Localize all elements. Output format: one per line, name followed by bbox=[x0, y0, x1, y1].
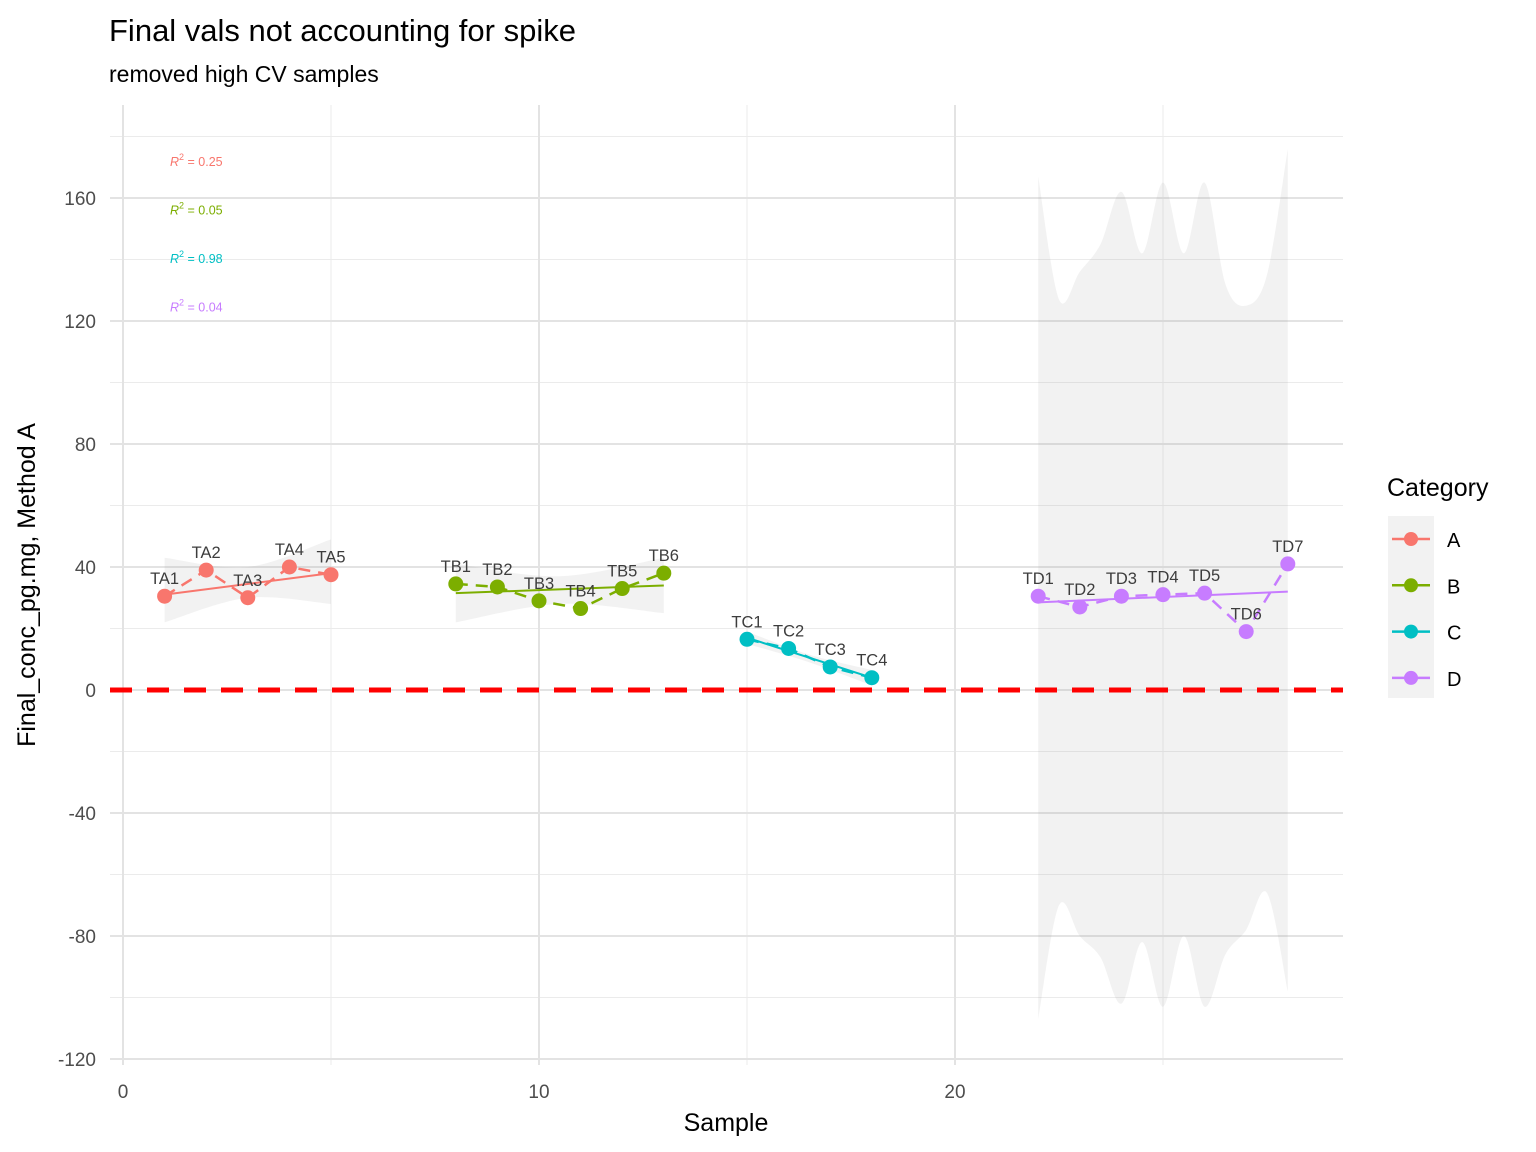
band-D bbox=[1038, 148, 1288, 1020]
point-label: TD2 bbox=[1064, 581, 1095, 599]
data-point bbox=[323, 567, 339, 583]
y-tick-label: -80 bbox=[69, 927, 96, 948]
data-point bbox=[656, 565, 672, 581]
point-label: TD4 bbox=[1147, 569, 1178, 587]
x-axis-label: Sample bbox=[684, 1109, 769, 1137]
point-label: TA3 bbox=[233, 572, 262, 590]
y-tick-label: 160 bbox=[64, 189, 96, 210]
grid-minor bbox=[110, 105, 1343, 1065]
chart-subtitle: removed high CV samples bbox=[109, 61, 379, 87]
x-tick-labels: 0 10 20 bbox=[118, 1082, 966, 1103]
data-point bbox=[198, 562, 214, 578]
y-tick-label: 120 bbox=[64, 312, 96, 333]
point-label: TC2 bbox=[773, 622, 804, 640]
data-point bbox=[1197, 585, 1213, 601]
data-point bbox=[1113, 588, 1129, 604]
point-label: TB5 bbox=[607, 563, 637, 581]
point-label: TC4 bbox=[856, 652, 887, 670]
point-label: TA1 bbox=[150, 570, 179, 588]
data-points bbox=[157, 556, 1296, 686]
data-point bbox=[1238, 624, 1254, 640]
legend-label-B: B bbox=[1447, 576, 1460, 598]
y-tick-label: -120 bbox=[58, 1050, 96, 1071]
data-point bbox=[739, 631, 755, 647]
r2-label-D: R2 = 0.04 bbox=[170, 298, 223, 315]
data-point bbox=[573, 601, 589, 617]
x-tick-label: 0 bbox=[118, 1082, 129, 1103]
y-tick-label: 80 bbox=[75, 435, 96, 456]
x-tick-label: 20 bbox=[944, 1082, 965, 1103]
y-tick-labels: -120 -80 -40 0 40 80 120 160 bbox=[58, 189, 96, 1071]
point-label: TD7 bbox=[1272, 538, 1303, 556]
legend-label-D: D bbox=[1447, 669, 1461, 691]
data-point bbox=[614, 581, 630, 597]
series-line-A bbox=[163, 565, 332, 600]
r2-label-B: R2 = 0.05 bbox=[170, 201, 223, 218]
point-label: TB3 bbox=[524, 575, 554, 593]
chart-title: Final vals not accounting for spike bbox=[109, 13, 576, 48]
legend-key-point-A bbox=[1404, 532, 1418, 546]
y-tick-label: -40 bbox=[69, 804, 96, 825]
data-point bbox=[281, 559, 297, 575]
data-point bbox=[157, 588, 173, 604]
data-point bbox=[822, 659, 838, 675]
legend-label-A: A bbox=[1447, 530, 1461, 552]
point-label: TB6 bbox=[649, 547, 679, 565]
r2-label-A: R2 = 0.25 bbox=[170, 152, 223, 169]
point-label: TD1 bbox=[1023, 570, 1054, 588]
legend-label-C: C bbox=[1447, 623, 1461, 645]
point-labels: TA1 TA2 TA3 TA4 TA5 TB1 TB2 TB3 TB4 TB5 TB6 TC1 TC2 T… bbox=[150, 538, 1303, 670]
point-label: TA4 bbox=[275, 541, 304, 559]
point-label: TD6 bbox=[1231, 606, 1262, 624]
legend-key-point-B bbox=[1404, 578, 1418, 593]
y-tick-label: 40 bbox=[75, 558, 96, 579]
data-point bbox=[531, 593, 547, 609]
legend-title: Category bbox=[1387, 474, 1489, 502]
point-label: TB2 bbox=[482, 561, 512, 579]
data-point bbox=[1155, 587, 1171, 603]
data-point bbox=[1072, 599, 1088, 615]
x-tick-label: 10 bbox=[528, 1082, 549, 1103]
point-label: TA5 bbox=[316, 549, 345, 567]
legend: Category A B C D bbox=[1387, 474, 1489, 698]
legend-key-background bbox=[1388, 516, 1434, 698]
data-point bbox=[448, 576, 464, 592]
point-label: TB4 bbox=[565, 583, 595, 601]
data-point bbox=[1280, 556, 1296, 572]
point-label: TB1 bbox=[441, 558, 471, 576]
legend-key-point-C bbox=[1404, 624, 1418, 639]
point-label: TD5 bbox=[1189, 567, 1220, 585]
fit-line-A bbox=[164, 572, 332, 596]
y-axis-label: Final_conc_pg.mg, Method A bbox=[13, 423, 41, 747]
data-point bbox=[1030, 588, 1046, 604]
series-line-C bbox=[746, 638, 873, 679]
point-label: TC1 bbox=[731, 613, 762, 631]
data-point bbox=[864, 670, 880, 686]
r2-label-C: R2 = 0.98 bbox=[170, 249, 223, 266]
data-point bbox=[489, 579, 505, 595]
data-point bbox=[240, 590, 256, 606]
y-tick-label: 0 bbox=[85, 681, 96, 702]
legend-key-point-D bbox=[1404, 670, 1418, 685]
point-label: TD3 bbox=[1106, 570, 1137, 588]
r2-annotations: R2 = 0.25 R2 = 0.05 R2 = 0.98 R2 = 0.04 bbox=[170, 152, 223, 315]
data-point bbox=[781, 640, 797, 656]
point-label: TA2 bbox=[192, 544, 221, 562]
point-label: TC3 bbox=[815, 641, 846, 659]
